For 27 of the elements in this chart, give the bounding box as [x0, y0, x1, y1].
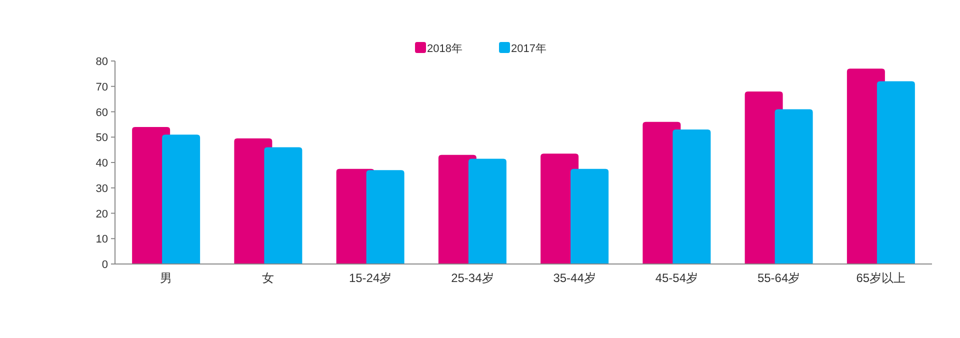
- x-tick-label: 15-24岁: [348, 271, 392, 285]
- y-tick-label: 10: [96, 234, 108, 246]
- y-tick-label: 0: [102, 259, 108, 271]
- x-tick-label: 25-34岁: [451, 271, 494, 285]
- x-tick-label: 35-44岁: [553, 271, 596, 285]
- x-tick-label: 65岁以上: [856, 271, 906, 285]
- bar: [468, 158, 506, 264]
- x-tick-label: 55-64岁: [757, 271, 800, 285]
- y-tick-label: 30: [96, 182, 108, 195]
- x-tick-label: 男: [160, 271, 172, 285]
- bar: [774, 109, 813, 264]
- y-tick-label: 60: [96, 106, 108, 119]
- bar: [672, 130, 711, 264]
- x-tick-label: 45-54岁: [655, 271, 698, 285]
- y-tick-label: 40: [96, 158, 108, 170]
- bar: [366, 170, 404, 264]
- bar: [162, 134, 200, 264]
- y-tick-label: 50: [96, 132, 108, 144]
- bar: [876, 81, 915, 264]
- x-tick-label: 女: [262, 271, 274, 285]
- legend-label: 2018年: [427, 43, 462, 55]
- y-tick-label: 80: [96, 56, 108, 68]
- bar: [264, 147, 302, 264]
- y-tick-label: 20: [96, 208, 108, 220]
- bar: [570, 168, 609, 264]
- y-tick-label: 70: [96, 81, 108, 94]
- legend-label: 2017年: [511, 43, 546, 55]
